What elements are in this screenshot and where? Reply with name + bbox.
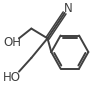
Text: HO: HO — [3, 71, 21, 84]
Text: N: N — [64, 1, 73, 15]
Text: OH: OH — [3, 36, 21, 49]
